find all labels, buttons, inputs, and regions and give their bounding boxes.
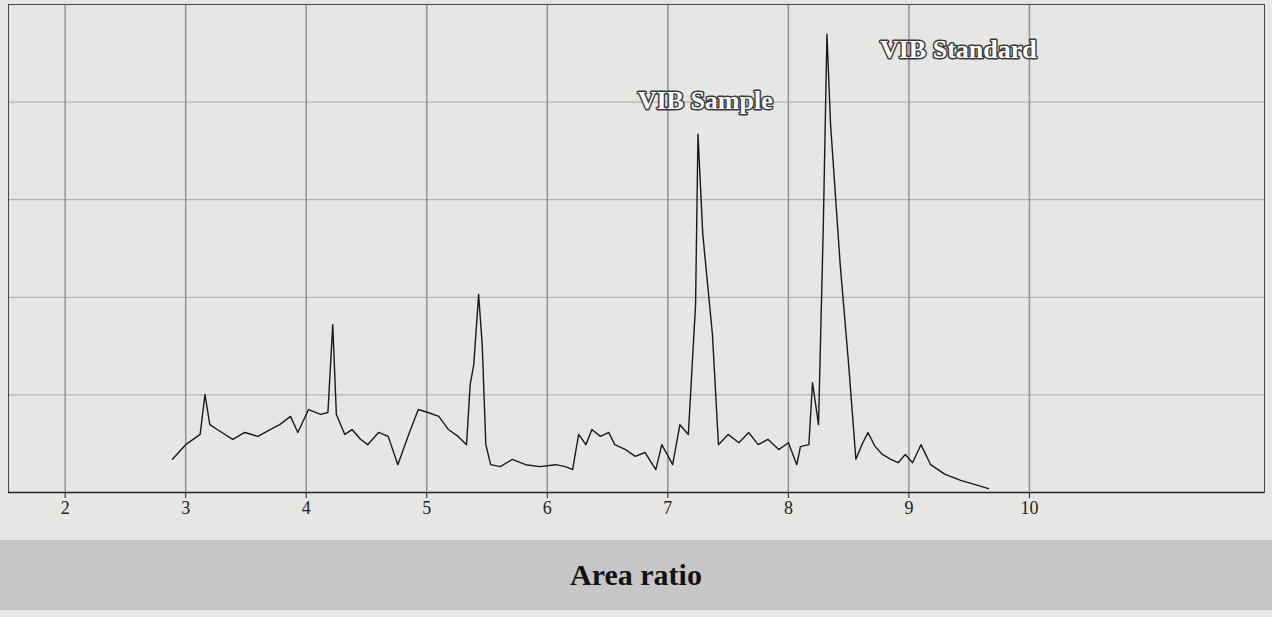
svg-text:9: 9 <box>904 498 913 518</box>
svg-text:4: 4 <box>302 498 311 518</box>
svg-text:7: 7 <box>663 498 672 518</box>
svg-text:2: 2 <box>61 498 70 518</box>
svg-text:6: 6 <box>543 498 552 518</box>
svg-text:8: 8 <box>784 498 793 518</box>
svg-text:VIB Standard: VIB Standard <box>880 35 1037 64</box>
svg-text:5: 5 <box>422 498 431 518</box>
svg-text:VIB Sample: VIB Sample <box>638 86 773 115</box>
html-text:Area ratio: Area ratio <box>570 558 702 591</box>
svg-text:3: 3 <box>181 498 190 518</box>
svg-text:10: 10 <box>1020 498 1038 518</box>
